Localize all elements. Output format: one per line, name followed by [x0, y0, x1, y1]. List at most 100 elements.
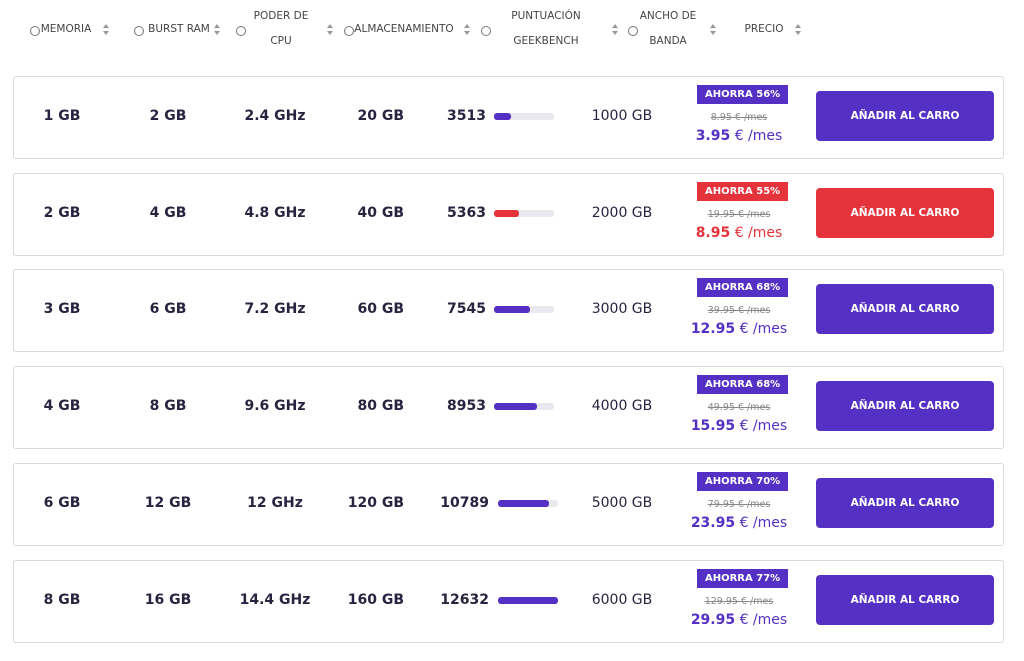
storage: 80 GB: [357, 398, 404, 415]
header-label: CPU: [270, 35, 292, 47]
header-label: BURST RAM: [148, 23, 210, 35]
help-icon: [628, 26, 638, 36]
sort-down: [464, 31, 470, 35]
score-bar: [498, 596, 558, 604]
help-icon: [481, 26, 491, 36]
price-unit: € /mes: [739, 611, 788, 628]
memory: 6 GB: [43, 494, 81, 511]
price: 15.95 € /mes: [669, 418, 809, 434]
burst-ram: 16 GB: [144, 591, 192, 608]
old-price: 49.95 € /mes: [707, 402, 771, 414]
bandwidth: 6000 GB: [591, 591, 653, 608]
memory: 8 GB: [43, 591, 81, 608]
help-icon: [236, 26, 246, 36]
cpu: 2.4 GHz: [244, 108, 306, 124]
bandwidth: 5000 GB: [591, 494, 653, 511]
score-bar: [494, 306, 530, 314]
cpu: 14.4 GHz: [239, 591, 311, 608]
storage: 60 GB: [357, 301, 404, 318]
add-to-cart-button[interactable]: AÑADIR AL CARRO: [816, 187, 994, 238]
burst-ram: 6 GB: [149, 301, 187, 318]
sort-up: [795, 24, 801, 28]
help-icon: [30, 26, 40, 36]
memory: 1 GB: [43, 108, 81, 124]
help-icon: [344, 26, 354, 36]
header-label: PODER DE: [253, 10, 309, 22]
add-to-cart-button[interactable]: AÑADIR AL CARRO: [816, 477, 994, 528]
bandwidth: 4000 GB: [591, 398, 653, 415]
score-bar: [494, 403, 537, 411]
add-to-cart-button[interactable]: AÑADIR AL CARRO: [816, 574, 994, 625]
price-amount: 8.95: [695, 224, 731, 241]
discount-badge: AHORRA 56%: [697, 85, 789, 104]
memory: 2 GB: [43, 204, 81, 221]
sort-up: [103, 24, 109, 28]
price-unit: € /mes: [734, 128, 783, 144]
old-price: 79.95 € /mes: [707, 498, 771, 510]
sort-up: [612, 24, 618, 28]
burst-ram: 2 GB: [149, 108, 187, 124]
score-bar: [494, 209, 520, 217]
score-bar: [498, 499, 550, 507]
geekbench-score: 3513: [447, 108, 486, 124]
header-label: ANCHO DE: [639, 10, 697, 22]
price-amount: 15.95: [690, 418, 736, 435]
sort-down: [795, 31, 801, 35]
geekbench-score: 10789: [440, 494, 489, 511]
cpu: 7.2 GHz: [244, 301, 306, 318]
score-bar: [494, 113, 511, 120]
header-label: PUNTUACIÓN: [511, 10, 581, 22]
price-amount: 23.95: [690, 514, 736, 531]
header-label: MEMORIA: [40, 23, 92, 35]
burst-ram: 8 GB: [149, 398, 187, 415]
price: 23.95 € /mes: [669, 515, 809, 531]
header-label: GEEKBENCH: [513, 35, 579, 47]
score-track: [494, 113, 554, 120]
add-to-cart-button[interactable]: AÑADIR AL CARRO: [816, 381, 994, 432]
price: 8.95 € /mes: [669, 225, 809, 241]
old-price: 39.95 € /mes: [707, 305, 771, 317]
storage: 160 GB: [347, 591, 404, 608]
header-label: PRECIO: [744, 23, 784, 35]
price: 12.95 € /mes: [669, 321, 809, 337]
old-price: 8.95 € /mes: [710, 112, 768, 123]
price-unit: € /mes: [739, 418, 788, 435]
price-amount: 12.95: [690, 321, 736, 338]
cpu: 12 GHz: [247, 494, 303, 511]
memory: 4 GB: [43, 398, 81, 415]
storage: 40 GB: [357, 204, 404, 221]
sort-up: [710, 24, 716, 28]
memory: 3 GB: [43, 301, 81, 318]
storage: 20 GB: [357, 108, 404, 124]
help-icon: [134, 26, 144, 36]
geekbench-score: 12632: [440, 591, 489, 608]
header-label: ALMACENAMIENTO: [354, 23, 454, 35]
sort-down: [612, 31, 618, 35]
discount-badge: AHORRA 77%: [697, 568, 789, 588]
discount-badge: AHORRA 55%: [697, 181, 789, 201]
score-track: [494, 209, 554, 217]
sort-up: [214, 24, 220, 28]
geekbench-score: 8953: [447, 398, 486, 415]
header-label: BANDA: [649, 35, 687, 47]
sort-down: [103, 31, 109, 35]
sort-up: [464, 24, 470, 28]
sort-up: [327, 24, 333, 28]
bandwidth: 3000 GB: [591, 301, 653, 318]
price: 29.95 € /mes: [669, 612, 809, 628]
price-amount: 3.95: [695, 128, 731, 144]
burst-ram: 12 GB: [144, 494, 192, 511]
add-to-cart-button[interactable]: AÑADIR AL CARRO: [816, 284, 994, 335]
price-unit: € /mes: [739, 321, 788, 338]
sort-down: [327, 31, 333, 35]
cpu: 4.8 GHz: [244, 204, 306, 221]
cpu: 9.6 GHz: [244, 398, 306, 415]
bandwidth: 1000 GB: [591, 108, 653, 124]
storage: 120 GB: [347, 494, 404, 511]
price-unit: € /mes: [734, 224, 783, 241]
old-price: 19.95 € /mes: [707, 208, 771, 220]
bandwidth: 2000 GB: [591, 204, 653, 221]
geekbench-score: 7545: [447, 301, 486, 318]
add-to-cart-button[interactable]: AÑADIR AL CARRO: [816, 91, 994, 141]
